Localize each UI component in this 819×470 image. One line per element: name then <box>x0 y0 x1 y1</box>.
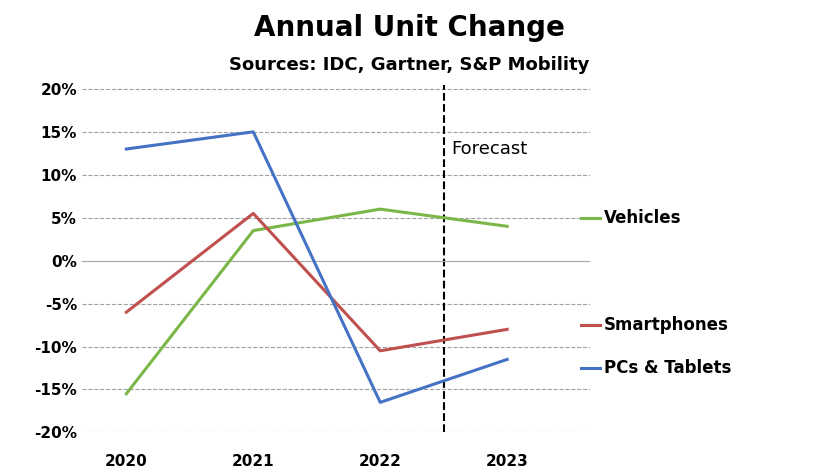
Text: Vehicles: Vehicles <box>604 209 681 227</box>
Text: 2021: 2021 <box>232 454 274 469</box>
Text: Smartphones: Smartphones <box>604 316 729 334</box>
Text: 2022: 2022 <box>359 454 401 469</box>
Text: Forecast: Forecast <box>451 140 527 158</box>
Text: PCs & Tablets: PCs & Tablets <box>604 359 731 377</box>
Text: Sources: IDC, Gartner, S&P Mobility: Sources: IDC, Gartner, S&P Mobility <box>229 56 590 74</box>
Text: 2020: 2020 <box>105 454 147 469</box>
Text: 2023: 2023 <box>486 454 528 469</box>
Text: Annual Unit Change: Annual Unit Change <box>254 14 565 42</box>
